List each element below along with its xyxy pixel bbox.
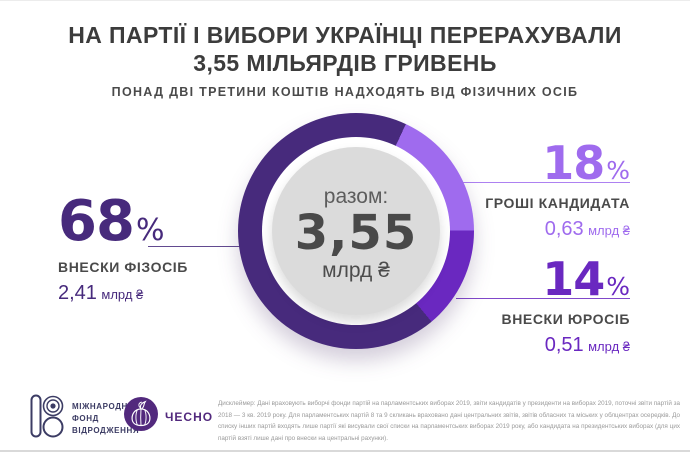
callout-legal: 14% ВНЕСКИ ЮРОСІБ 0,51 млрд ₴ [501,256,630,357]
amount-legal: 0,51 млрд ₴ [544,334,630,356]
chesno-logo: ЧЕСНО [124,397,213,436]
total-unit: млрд ₴ [322,259,390,283]
irf-logo: МІЖНАРОДНИЙ ФОНД ВІДРОДЖЕННЯ [30,394,141,443]
percent-candidate: 18% [542,136,630,190]
page-subtitle: ПОНАД ДВІ ТРЕТИНИ КОШТІВ НАДХОДЯТЬ ВІД Ф… [111,85,579,99]
percent-individuals: 68% [58,189,165,254]
donut-chart: разом: 3,55 млрд ₴ [238,113,474,349]
donut-center-label: разом: 3,55 млрд ₴ [272,147,440,315]
irf-logo-text: МІЖНАРОДНИЙ ФОНД ВІДРОДЖЕННЯ [72,401,141,435]
footer: МІЖНАРОДНИЙ ФОНД ВІДРОДЖЕННЯ ЧЕСНО Дискл… [0,384,690,450]
label-legal: ВНЕСКИ ЮРОСІБ [501,311,630,327]
percent-legal: 14% [542,252,630,306]
chesno-logo-text: ЧЕСНО [165,409,214,424]
header: НА ПАРТІЇ І ВИБОРИ УКРАЇНЦІ ПЕРЕРАХУВАЛИ… [0,21,690,99]
callout-individuals: 68% ВНЕСКИ ФІЗОСІБ 2,41 млрд ₴ [58,194,188,305]
total-value: 3,55 [294,204,418,261]
amount-individuals: 2,41 млрд ₴ [58,282,144,304]
callout-line-candidate [460,182,630,183]
callout-line-individuals [148,246,254,247]
callout-candidate: 18% ГРОШІ КАНДИДАТА 0,63 млрд ₴ [485,140,630,241]
label-individuals: ВНЕСКИ ФІЗОСІБ [58,259,188,275]
page-title-line1: НА ПАРТІЇ І ВИБОРИ УКРАЇНЦІ ПЕРЕРАХУВАЛИ [68,22,622,48]
chesno-garlic-icon [124,397,158,436]
total-prefix: разом: [323,184,389,208]
disclaimer-text: Дисклеймер: Дані враховують виборчі фонд… [218,400,680,442]
page-title-line2: 3,55 МІЛЬЯРДІВ ГРИВЕНЬ [193,50,497,76]
amount-candidate: 0,63 млрд ₴ [544,218,630,240]
label-candidate: ГРОШІ КАНДИДАТА [485,195,630,211]
callout-line-legal [456,298,630,299]
irf-logo-icon [30,394,64,443]
